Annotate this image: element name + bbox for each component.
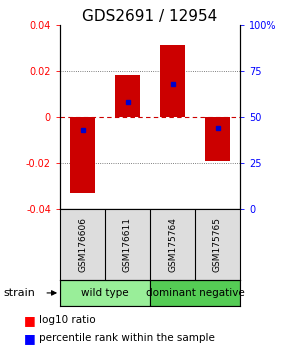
Text: percentile rank within the sample: percentile rank within the sample (39, 333, 215, 343)
Text: wild type: wild type (81, 288, 129, 298)
Text: GSM176606: GSM176606 (78, 217, 87, 272)
Text: GSM175764: GSM175764 (168, 217, 177, 272)
Text: strain: strain (3, 288, 35, 298)
Text: GSM175765: GSM175765 (213, 217, 222, 272)
Bar (115, 75, 140, 117)
Text: GSM176611: GSM176611 (123, 217, 132, 272)
Text: dominant negative: dominant negative (146, 288, 244, 298)
Bar (150, 280, 240, 306)
Text: ■: ■ (24, 332, 36, 344)
Title: GDS2691 / 12954: GDS2691 / 12954 (82, 8, 218, 24)
Bar (60, 280, 150, 306)
Text: log10 ratio: log10 ratio (39, 315, 96, 325)
Bar (205, 117, 230, 161)
Text: ■: ■ (24, 314, 36, 327)
Bar (70, 117, 95, 193)
Bar (160, 46, 185, 117)
